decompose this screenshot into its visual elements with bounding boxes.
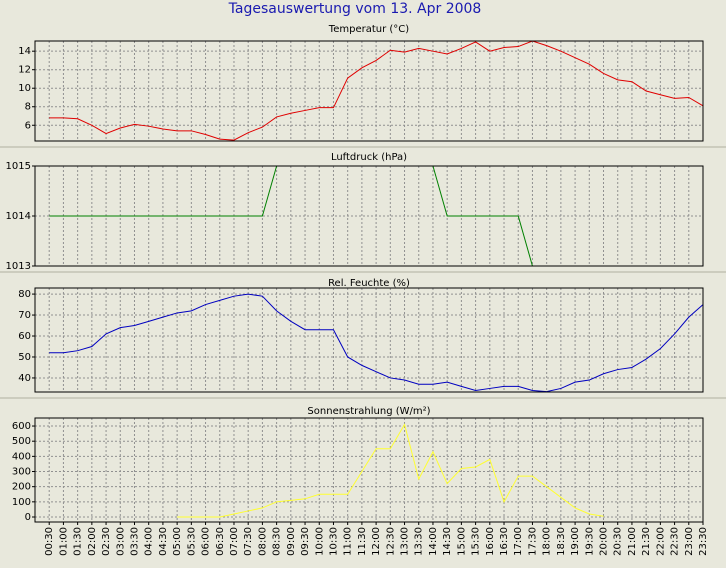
- x-tick-label: 18:30: [556, 527, 567, 556]
- x-tick-label: 01:30: [73, 527, 84, 556]
- y-tick-label: 1013: [6, 261, 31, 272]
- x-tick-label: 19:30: [584, 527, 595, 556]
- x-tick-label: 05:30: [186, 527, 197, 556]
- x-tick-label: 17:30: [527, 527, 538, 556]
- x-tick-label: 22:00: [655, 527, 666, 556]
- x-tick-label: 15:30: [471, 527, 482, 556]
- y-tick-label: 12: [18, 65, 31, 76]
- y-tick-label: 14: [18, 46, 31, 57]
- panel-title: Rel. Feuchte (%): [328, 278, 410, 289]
- x-tick-label: 04:00: [144, 527, 155, 556]
- x-tick-label: 10:00: [314, 527, 325, 556]
- y-tick-label: 60: [18, 331, 31, 342]
- y-tick-label: 600: [12, 421, 31, 432]
- x-tick-label: 20:00: [599, 527, 610, 556]
- data-line: [177, 423, 604, 518]
- x-tick-label: 20:30: [613, 527, 624, 556]
- x-tick-label: 07:00: [229, 527, 240, 556]
- x-tick-label: 17:00: [513, 527, 524, 556]
- panel-title: Sonnenstrahlung (W/m²): [307, 406, 430, 417]
- y-tick-label: 6: [25, 120, 31, 131]
- y-tick-label: 10: [18, 83, 31, 94]
- x-tick-label: 11:30: [357, 527, 368, 556]
- x-tick-label: 16:30: [499, 527, 510, 556]
- x-tick-label: 08:00: [257, 527, 268, 556]
- x-tick-label: 22:30: [670, 527, 681, 556]
- x-tick-label: 09:00: [286, 527, 297, 556]
- panel-title: Luftdruck (hPa): [331, 152, 407, 163]
- x-tick-label: 02:00: [87, 527, 98, 556]
- y-tick-label: 80: [18, 289, 31, 300]
- x-tick-label: 06:30: [215, 527, 226, 556]
- y-tick-label: 40: [18, 373, 31, 384]
- x-tick-label: 09:30: [300, 527, 311, 556]
- x-tick-label: 11:00: [343, 527, 354, 556]
- x-tick-label: 21:00: [627, 527, 638, 556]
- y-tick-label: 1015: [6, 161, 31, 172]
- x-tick-label: 14:30: [442, 527, 453, 556]
- x-tick-label: 00:30: [44, 527, 55, 556]
- x-tick-label: 03:00: [115, 527, 126, 556]
- y-tick-label: 400: [12, 451, 31, 462]
- y-tick-label: 1014: [6, 211, 31, 222]
- y-tick-label: 50: [18, 352, 31, 363]
- x-tick-label: 18:00: [542, 527, 553, 556]
- x-tick-label: 19:00: [570, 527, 581, 556]
- y-tick-label: 70: [18, 310, 31, 321]
- x-tick-label: 03:30: [129, 527, 140, 556]
- x-tick-label: 05:00: [172, 527, 183, 556]
- x-tick-label: 01:00: [58, 527, 69, 556]
- page-title: Tagesauswertung vom 13. Apr 2008: [228, 1, 482, 17]
- data-line: [49, 293, 703, 393]
- y-tick-label: 500: [12, 436, 31, 447]
- y-tick-label: 100: [12, 497, 31, 508]
- x-tick-label: 12:00: [371, 527, 382, 556]
- x-tick-label: 23:00: [684, 527, 695, 556]
- x-tick-label: 12:30: [385, 527, 396, 556]
- x-tick-label: 13:00: [400, 527, 411, 556]
- x-tick-label: 14:00: [428, 527, 439, 556]
- plot-frame: [34, 287, 704, 393]
- x-tick-label: 04:30: [158, 527, 169, 556]
- data-line: [49, 40, 703, 141]
- x-tick-label: 06:00: [201, 527, 212, 556]
- y-tick-label: 200: [12, 482, 31, 493]
- plot-frame: [34, 40, 704, 142]
- x-tick-label: 08:30: [272, 527, 283, 556]
- x-tick-label: 16:00: [485, 527, 496, 556]
- x-tick-label: 21:30: [641, 527, 652, 556]
- x-tick-label: 15:00: [456, 527, 467, 556]
- x-tick-label: 02:30: [101, 527, 112, 556]
- x-tick-label: 10:30: [328, 527, 339, 556]
- x-tick-label: 07:30: [243, 527, 254, 556]
- y-tick-label: 300: [12, 467, 31, 478]
- panel-title: Temperatur (°C): [328, 24, 409, 35]
- plot-frame: [34, 417, 704, 523]
- y-tick-label: 0: [25, 512, 31, 523]
- x-tick-label: 13:30: [414, 527, 425, 556]
- plot-frame: [34, 165, 704, 267]
- x-tick-label: 23:30: [698, 527, 709, 556]
- y-tick-label: 8: [25, 102, 31, 113]
